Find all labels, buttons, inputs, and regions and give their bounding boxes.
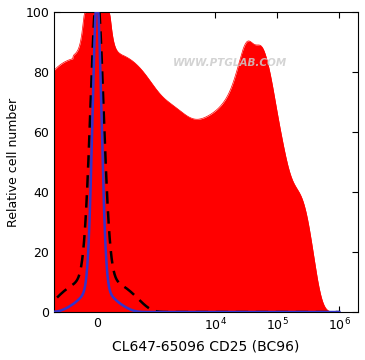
Text: WWW.PTGLAB.COM: WWW.PTGLAB.COM	[173, 58, 288, 68]
Y-axis label: Relative cell number: Relative cell number	[7, 98, 20, 226]
X-axis label: CL647-65096 CD25 (BC96): CL647-65096 CD25 (BC96)	[112, 339, 300, 353]
